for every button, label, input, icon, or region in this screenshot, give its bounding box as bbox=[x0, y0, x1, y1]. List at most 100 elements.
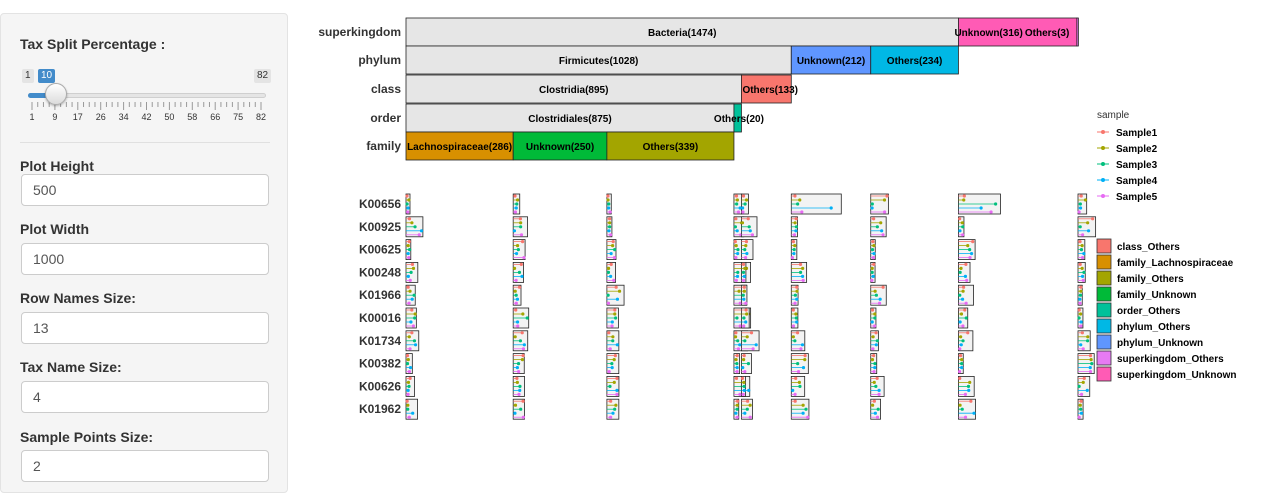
sample-point bbox=[747, 225, 751, 229]
tax-bar-label-clostridiales: Clostridiales(875) bbox=[528, 114, 611, 125]
sample-point bbox=[877, 388, 881, 392]
sample-point bbox=[733, 335, 738, 339]
sample-point bbox=[792, 252, 796, 256]
sample-point bbox=[748, 403, 752, 407]
sample-point bbox=[1080, 256, 1085, 260]
sample-point bbox=[733, 225, 738, 229]
sample-point bbox=[1085, 388, 1089, 392]
sample-point bbox=[518, 217, 523, 221]
sample-point bbox=[873, 316, 877, 320]
sample-point bbox=[962, 194, 966, 198]
sample-point bbox=[969, 252, 974, 256]
sample-point bbox=[803, 354, 807, 358]
sample-point bbox=[611, 335, 615, 339]
sample-point bbox=[793, 293, 798, 297]
row-names-size-input[interactable] bbox=[21, 312, 269, 344]
sample-point bbox=[1088, 366, 1092, 370]
sample-point bbox=[872, 262, 876, 266]
tax-bar-order-others bbox=[733, 103, 742, 133]
sample-point bbox=[736, 347, 741, 351]
sample-point bbox=[518, 384, 522, 388]
sample-point bbox=[1077, 316, 1081, 320]
row-label-K00656: K00656 bbox=[359, 197, 401, 211]
sample-point bbox=[735, 366, 739, 370]
sample-point bbox=[797, 380, 801, 384]
sample-point bbox=[1077, 415, 1081, 419]
sample-point bbox=[796, 370, 801, 374]
slider-tick-label: 42 bbox=[141, 112, 151, 122]
sample-point bbox=[746, 399, 750, 403]
sample-point bbox=[522, 343, 526, 347]
sample-point bbox=[515, 366, 519, 370]
sample-point bbox=[876, 407, 880, 411]
sample-point bbox=[410, 221, 414, 225]
sample-point bbox=[1077, 308, 1081, 312]
sample-point bbox=[741, 262, 746, 266]
sample-point bbox=[515, 320, 520, 324]
sample-point bbox=[877, 392, 881, 396]
sample-point bbox=[515, 297, 520, 301]
sample-point bbox=[880, 229, 884, 233]
sample-point bbox=[1086, 221, 1090, 225]
sample-point bbox=[513, 210, 518, 214]
plot-height-input[interactable] bbox=[21, 174, 269, 206]
tax-name-size-input[interactable] bbox=[21, 381, 269, 413]
sample-point bbox=[520, 358, 525, 362]
tax-bar-label-clostridia: Clostridia(895) bbox=[539, 85, 608, 96]
sample-point bbox=[412, 339, 417, 343]
sample-point bbox=[407, 301, 411, 305]
sample-point bbox=[615, 297, 620, 301]
sample-point bbox=[612, 380, 616, 384]
tax-bar-label-superkingdom-others: Others(3) bbox=[1025, 28, 1069, 39]
row-label-K01734: K01734 bbox=[359, 334, 401, 348]
sample-point bbox=[799, 347, 803, 351]
sample-point bbox=[871, 403, 875, 407]
slider-bar bbox=[28, 93, 55, 98]
sample-point bbox=[407, 256, 411, 260]
slider-tick-label: 58 bbox=[187, 112, 197, 122]
sample-point bbox=[873, 324, 877, 328]
sample-point bbox=[607, 202, 611, 206]
sample-point bbox=[871, 274, 875, 278]
sample-point bbox=[407, 240, 411, 244]
fill-legend-label: phylum_Unknown bbox=[1117, 338, 1203, 349]
sample-point bbox=[744, 256, 748, 260]
sample-point bbox=[613, 407, 617, 411]
tax-bar-family-unknown bbox=[512, 131, 608, 161]
sample-point bbox=[736, 339, 740, 343]
sample-point bbox=[742, 380, 746, 384]
sample-point bbox=[611, 339, 615, 343]
sample-point bbox=[519, 262, 523, 266]
sample-point bbox=[738, 324, 742, 328]
sample-point bbox=[872, 244, 876, 248]
sample-point bbox=[873, 362, 877, 366]
level-label-order: order bbox=[370, 111, 401, 125]
sample-point bbox=[520, 240, 525, 244]
sample-point bbox=[874, 384, 878, 388]
level-label-family: family bbox=[366, 139, 401, 153]
sample-points-size-input[interactable] bbox=[21, 450, 269, 482]
plot-width-input[interactable] bbox=[21, 243, 269, 275]
sample-point bbox=[959, 266, 963, 270]
sample-point bbox=[413, 316, 417, 320]
sample-point bbox=[791, 388, 795, 392]
sample-point bbox=[607, 370, 611, 374]
sample-point bbox=[882, 198, 887, 202]
sample-point bbox=[405, 354, 410, 358]
sample-point bbox=[745, 252, 749, 256]
sample-point bbox=[994, 202, 998, 206]
slider-handle[interactable] bbox=[45, 83, 67, 105]
sample-point bbox=[609, 274, 613, 278]
sample-point bbox=[1080, 331, 1084, 335]
sample-point bbox=[1077, 384, 1081, 388]
sample-point bbox=[406, 380, 411, 384]
sample-point bbox=[792, 233, 797, 237]
sample-point bbox=[803, 358, 807, 362]
sample-point bbox=[737, 289, 741, 293]
sample-point bbox=[614, 285, 618, 289]
sample-point bbox=[870, 206, 874, 210]
sample-point bbox=[971, 240, 975, 244]
sample-point bbox=[607, 331, 611, 335]
row-label-K00626: K00626 bbox=[359, 379, 401, 393]
sample-point bbox=[735, 370, 739, 374]
